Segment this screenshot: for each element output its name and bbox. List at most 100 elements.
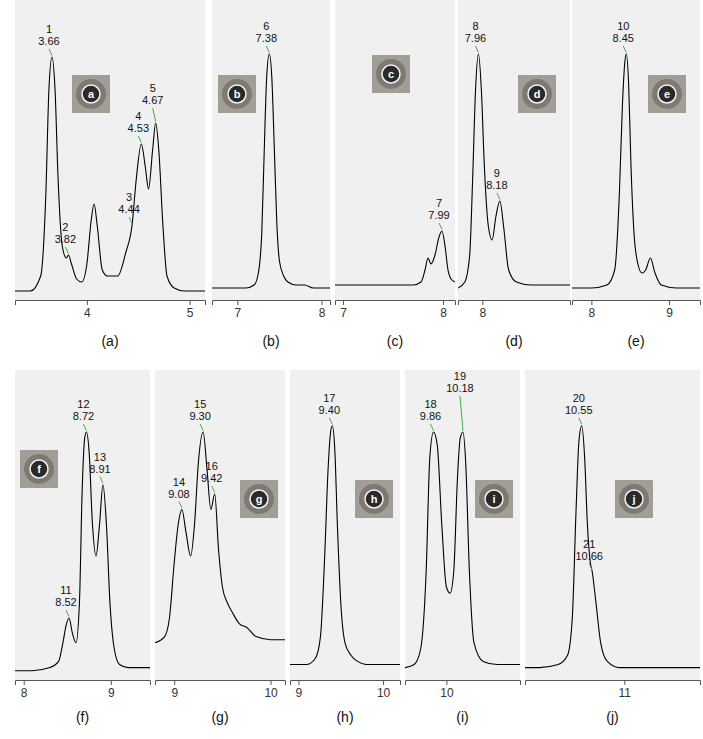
peak-number: 11 [60, 584, 71, 596]
inset-photo: e [648, 75, 686, 113]
peak-retention-time: 9.86 [420, 410, 441, 422]
inset-letter: d [534, 88, 541, 100]
x-tick-label: 9 [171, 686, 178, 700]
panel: 4513.6623.8234.4444.5354.67a(a) [15, 0, 206, 349]
inset-photo: d [518, 75, 556, 113]
peak-leader [179, 502, 182, 509]
panel: 9 10 179.40 h (h) [290, 370, 401, 725]
peak-retention-time: 8.52 [55, 596, 76, 608]
inset-letter: c [388, 68, 394, 80]
x-tick: 10 [377, 680, 391, 700]
x-tick: 9 [296, 680, 303, 700]
peak-retention-time: 3.66 [38, 35, 59, 47]
peak-leader [475, 46, 478, 53]
chromatogram-line [212, 54, 330, 288]
peak-labels: 77.99 [428, 197, 449, 230]
chromatogram-line [458, 54, 570, 288]
plot-background [405, 370, 520, 680]
x-tick-label: 11 [619, 686, 632, 700]
peak-leader [431, 424, 434, 431]
plot-background [290, 370, 400, 680]
disc [82, 85, 100, 103]
peak-leader [49, 49, 52, 56]
x-tick-label: 10 [377, 686, 391, 700]
x-tick: 5 [187, 300, 194, 320]
peak-labels: 179.40 [319, 392, 340, 425]
x-tick-mark [24, 680, 25, 685]
panel: 7877.99c(c) [335, 0, 456, 349]
peak-retention-time: 9.42 [201, 472, 222, 484]
x-axis: 78 [213, 300, 331, 320]
x-axis-line [526, 681, 701, 686]
inset-photo: h [355, 480, 393, 518]
peak-retention-time: 4.44 [118, 203, 139, 215]
disc [30, 460, 48, 478]
inset-letter: e [664, 88, 670, 100]
x-tick: 8 [480, 300, 487, 320]
peak-number: 9 [494, 167, 500, 179]
x-tick: 10 [440, 680, 454, 700]
plot-marks [572, 54, 700, 288]
peak-leader [623, 46, 626, 53]
panel-caption: (j) [606, 709, 618, 725]
inhibition-zone [222, 79, 252, 109]
peak-number: 1 [46, 23, 52, 35]
peak-retention-time: 8.91 [89, 463, 110, 475]
inset-background [20, 450, 58, 488]
panel-caption: (h) [336, 709, 353, 725]
x-axis-line [459, 301, 571, 306]
panel-caption: (e) [627, 333, 644, 349]
inhibition-zone [619, 484, 649, 514]
inset-letter: h [371, 493, 378, 505]
plot-background [335, 0, 455, 300]
peak-leader [212, 486, 215, 493]
peak-number: 12 [77, 398, 89, 410]
x-tick-label: 4 [84, 306, 91, 320]
x-axis: 89 [573, 300, 701, 320]
peak-number: 21 [583, 538, 595, 550]
disc [250, 490, 268, 508]
plot-background [15, 370, 150, 680]
peak-labels: 149.08159.30169.42 [168, 398, 222, 508]
panel-caption: (i) [456, 709, 468, 725]
x-tick-mark [591, 300, 592, 305]
plot-marks [335, 231, 455, 285]
disc [625, 490, 643, 508]
panel: 89118.52128.72138.91f(f) [15, 370, 151, 725]
plot-background [15, 0, 205, 300]
inset-background [218, 75, 256, 113]
plot-background [525, 370, 700, 680]
inset-letter: b [234, 88, 241, 100]
x-axis-line [213, 301, 331, 306]
x-tick-mark [322, 300, 323, 305]
x-tick-label: 9 [296, 686, 303, 700]
plot-background [572, 0, 700, 300]
disc [228, 85, 246, 103]
panel-caption: (b) [262, 333, 279, 349]
x-tick-label: 8 [440, 306, 447, 320]
panel: 7867.38b(b) [212, 0, 331, 349]
disc [485, 490, 503, 508]
peak-number: 14 [173, 476, 185, 488]
chromatogram-line [155, 432, 285, 643]
peak-number: 13 [94, 451, 106, 463]
peak-leader [138, 136, 141, 143]
peak-retention-time: 9.40 [319, 404, 340, 416]
x-tick: 8 [319, 300, 326, 320]
x-tick-label: 5 [187, 306, 194, 320]
figure: 4513.6623.8234.4444.5354.67a(a)7867.38b(… [0, 0, 703, 739]
peak-retention-time: 8.72 [73, 410, 94, 422]
inset-background [648, 75, 686, 113]
panel: 887.9698.18d(d) [458, 0, 571, 349]
x-tick-label: 9 [108, 686, 115, 700]
x-tick-label: 10 [264, 686, 278, 700]
inset-photo: b [218, 75, 256, 113]
peak-leader [66, 610, 69, 617]
x-axis: 9 10 [291, 680, 401, 700]
inset-photo: c [372, 55, 410, 93]
inset-letter: a [88, 88, 95, 100]
x-axis-line [406, 681, 521, 686]
x-tick: 11 [619, 680, 632, 700]
x-axis: 89 [16, 680, 151, 700]
panel-caption: (c) [387, 333, 403, 349]
